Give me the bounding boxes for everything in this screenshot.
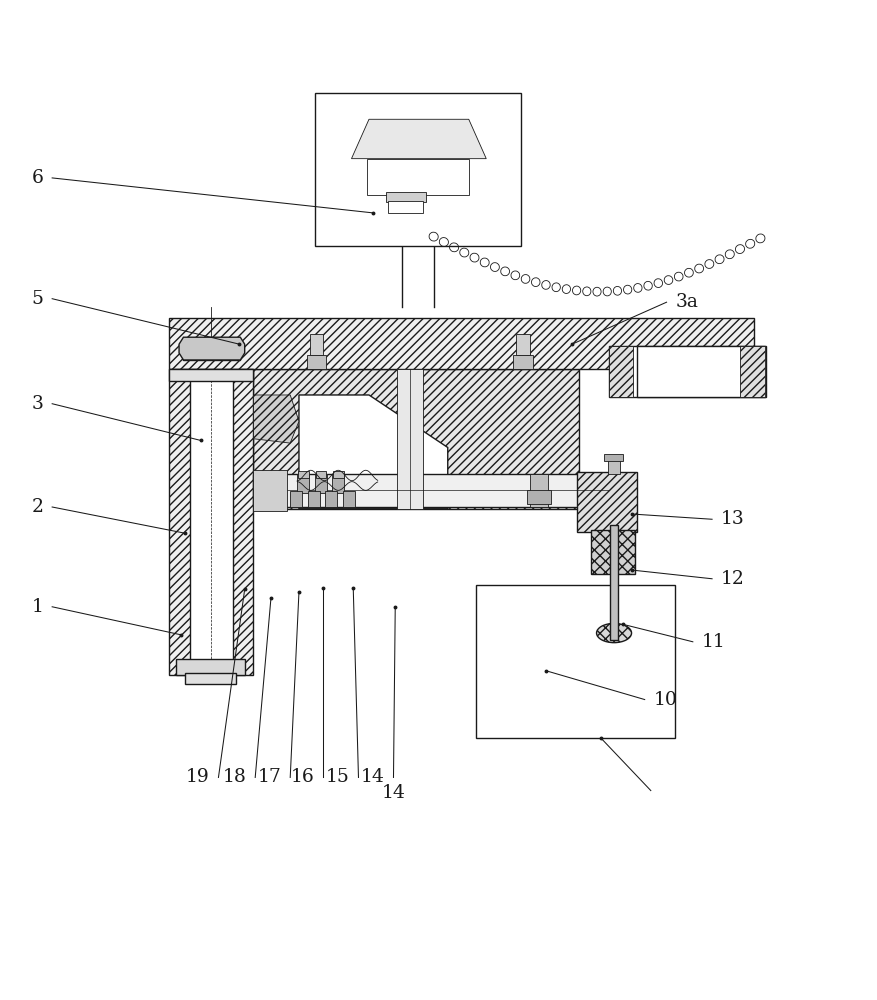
Bar [526, 490, 551, 504]
Bar [590, 530, 634, 574]
Bar [298, 471, 308, 478]
Ellipse shape [595, 623, 631, 643]
Text: 12: 12 [720, 570, 744, 588]
Bar [386, 192, 425, 202]
Text: 14: 14 [360, 768, 384, 786]
Bar [475, 585, 674, 738]
Text: 16: 16 [290, 768, 314, 786]
Text: 5: 5 [32, 290, 43, 308]
Bar [332, 471, 343, 478]
Bar [315, 471, 325, 478]
Text: 2: 2 [32, 498, 43, 516]
Bar [169, 369, 253, 381]
Bar [253, 474, 608, 507]
Bar [396, 369, 423, 509]
Bar [297, 474, 309, 493]
Bar [306, 355, 325, 369]
Bar [176, 659, 245, 675]
Bar [183, 341, 240, 360]
Text: 18: 18 [223, 768, 246, 786]
Bar [609, 525, 617, 640]
Text: 3: 3 [32, 395, 43, 413]
Polygon shape [299, 395, 447, 509]
Text: 14: 14 [381, 784, 405, 802]
Text: 15: 15 [325, 768, 349, 786]
Bar [314, 93, 521, 246]
Bar [513, 355, 532, 369]
Bar [189, 377, 233, 666]
Bar [608, 346, 764, 397]
Bar [342, 491, 354, 507]
Text: 10: 10 [652, 691, 676, 709]
Bar [367, 159, 468, 195]
Bar [739, 346, 764, 397]
Bar [185, 673, 236, 684]
Bar [310, 334, 323, 355]
Polygon shape [179, 337, 245, 360]
Bar [307, 491, 319, 507]
Polygon shape [351, 119, 486, 159]
Text: 3a: 3a [674, 293, 697, 311]
Bar [388, 201, 423, 213]
Bar [169, 369, 253, 675]
Text: 13: 13 [720, 510, 744, 528]
Text: 19: 19 [186, 768, 210, 786]
Bar [607, 458, 619, 474]
Bar [516, 334, 529, 355]
Bar [290, 491, 302, 507]
Bar [602, 454, 622, 461]
Bar [636, 346, 766, 397]
Polygon shape [253, 369, 578, 509]
Text: 17: 17 [257, 768, 282, 786]
Text: 11: 11 [701, 633, 724, 651]
Bar [577, 472, 636, 532]
Bar [608, 346, 632, 397]
Polygon shape [253, 395, 299, 443]
Bar [169, 318, 753, 369]
Bar [314, 474, 326, 493]
Text: 1: 1 [32, 598, 43, 616]
Text: 6: 6 [32, 169, 43, 187]
Bar [324, 491, 337, 507]
Bar [332, 474, 344, 493]
Bar [530, 474, 547, 507]
Bar [253, 470, 287, 511]
